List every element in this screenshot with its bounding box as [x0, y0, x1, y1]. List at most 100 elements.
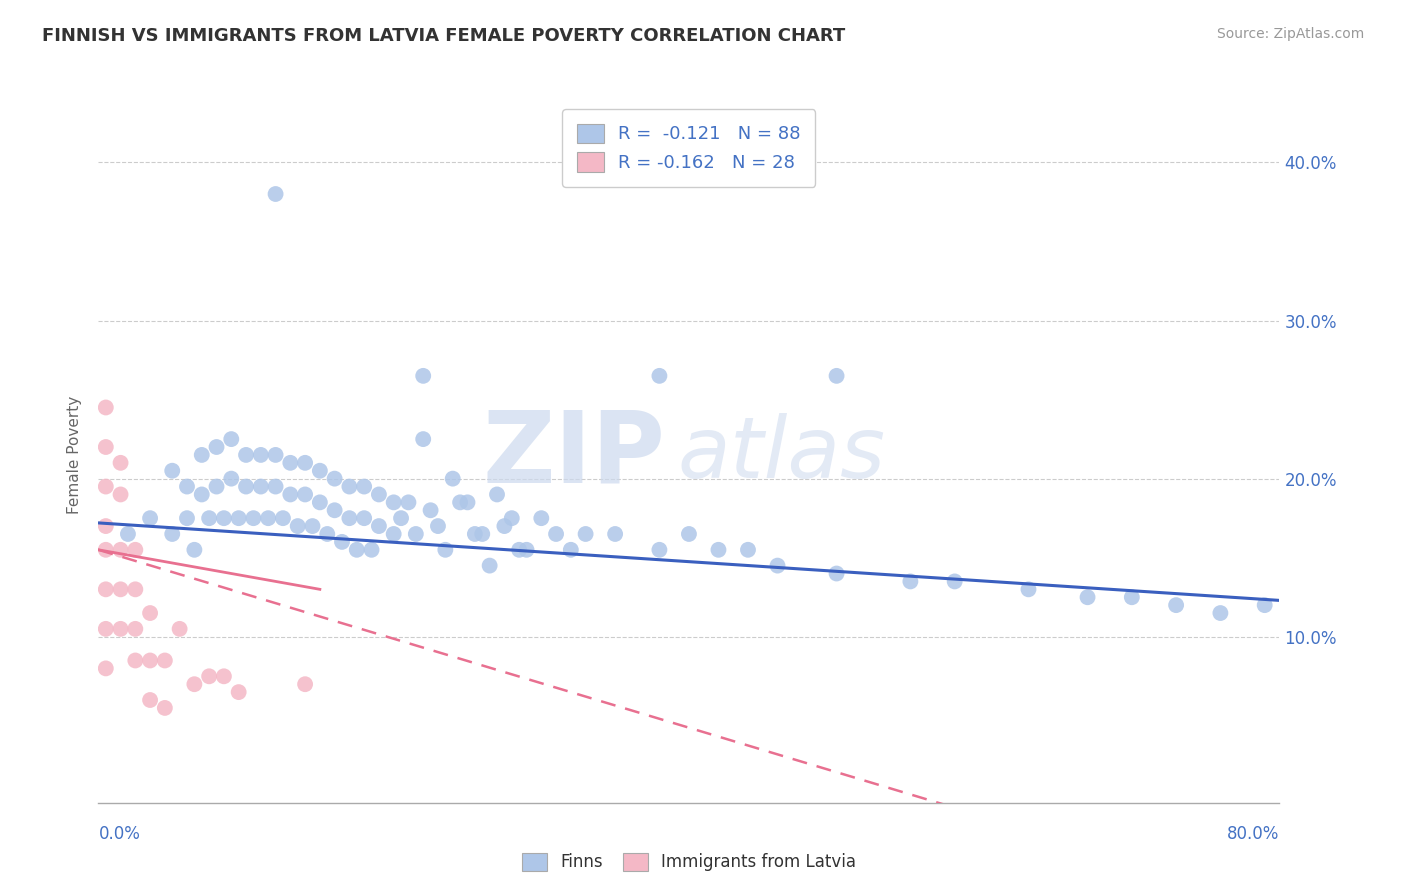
Point [139, 606, 162, 620]
Point [1121, 591, 1143, 605]
Point [471, 527, 494, 541]
Point [389, 511, 412, 525]
Point [353, 511, 375, 525]
Point [278, 456, 302, 470]
Point [560, 542, 582, 557]
Point [264, 479, 287, 493]
Point [766, 558, 789, 573]
Point [309, 464, 332, 478]
Point [94, 440, 117, 454]
Point [1209, 606, 1232, 620]
Point [212, 511, 235, 525]
Point [139, 511, 162, 525]
Point [124, 582, 146, 597]
Text: Source: ZipAtlas.com: Source: ZipAtlas.com [1216, 27, 1364, 41]
Y-axis label: Female Poverty: Female Poverty [67, 396, 83, 514]
Point [153, 701, 176, 715]
Point [382, 495, 405, 509]
Point [486, 487, 509, 501]
Point [94, 542, 117, 557]
Point [271, 511, 294, 525]
Text: FINNISH VS IMMIGRANTS FROM LATVIA FEMALE POVERTY CORRELATION CHART: FINNISH VS IMMIGRANTS FROM LATVIA FEMALE… [42, 27, 845, 45]
Point [183, 677, 205, 691]
Point [110, 622, 132, 636]
Point [162, 527, 183, 541]
Point [169, 622, 191, 636]
Point [396, 495, 419, 509]
Text: ZIP: ZIP [482, 407, 665, 503]
Point [501, 511, 523, 525]
Point [943, 574, 966, 589]
Point [368, 519, 391, 533]
Point [250, 448, 273, 462]
Point [434, 542, 457, 557]
Point [205, 440, 228, 454]
Point [464, 527, 486, 541]
Point [294, 677, 316, 691]
Point [212, 669, 235, 683]
Point [323, 472, 346, 486]
Point [405, 527, 427, 541]
Point [382, 527, 405, 541]
Point [110, 487, 132, 501]
Point [648, 542, 671, 557]
Point [94, 401, 117, 415]
Point [94, 622, 117, 636]
Point [183, 542, 205, 557]
Text: atlas: atlas [678, 413, 886, 497]
Point [257, 511, 280, 525]
Point [546, 527, 568, 541]
Point [456, 495, 478, 509]
Point [94, 661, 117, 675]
Point [117, 527, 139, 541]
Point [427, 519, 450, 533]
Point [250, 479, 273, 493]
Point [205, 479, 228, 493]
Point [162, 464, 183, 478]
Point [368, 487, 391, 501]
Point [94, 582, 117, 597]
Point [825, 566, 848, 581]
Point [198, 511, 221, 525]
Point [412, 368, 434, 383]
Point [1017, 582, 1039, 597]
Point [478, 558, 501, 573]
Point [449, 495, 471, 509]
Legend: Finns, Immigrants from Latvia: Finns, Immigrants from Latvia [515, 846, 863, 878]
Point [339, 511, 360, 525]
Point [301, 519, 323, 533]
Point [198, 669, 221, 683]
Point [360, 542, 382, 557]
Point [707, 542, 730, 557]
Point [264, 186, 287, 201]
Point [825, 368, 848, 383]
Point [1077, 591, 1099, 605]
Point [737, 542, 759, 557]
Point [494, 519, 516, 533]
Point [900, 574, 922, 589]
Point [228, 511, 250, 525]
Point [242, 511, 264, 525]
Point [235, 448, 257, 462]
Point [110, 542, 132, 557]
Point [264, 448, 287, 462]
Point [228, 685, 250, 699]
Point [219, 472, 242, 486]
Point [309, 495, 332, 509]
Point [139, 693, 162, 707]
Text: 80.0%: 80.0% [1227, 825, 1279, 843]
Point [110, 456, 132, 470]
Point [1164, 598, 1187, 612]
Point [94, 519, 117, 533]
Point [648, 368, 671, 383]
Point [330, 534, 353, 549]
Point [441, 472, 464, 486]
Point [316, 527, 339, 541]
Point [124, 653, 146, 667]
Point [278, 487, 302, 501]
Point [235, 479, 257, 493]
Point [294, 487, 316, 501]
Point [94, 479, 117, 493]
Point [191, 448, 214, 462]
Point [124, 622, 146, 636]
